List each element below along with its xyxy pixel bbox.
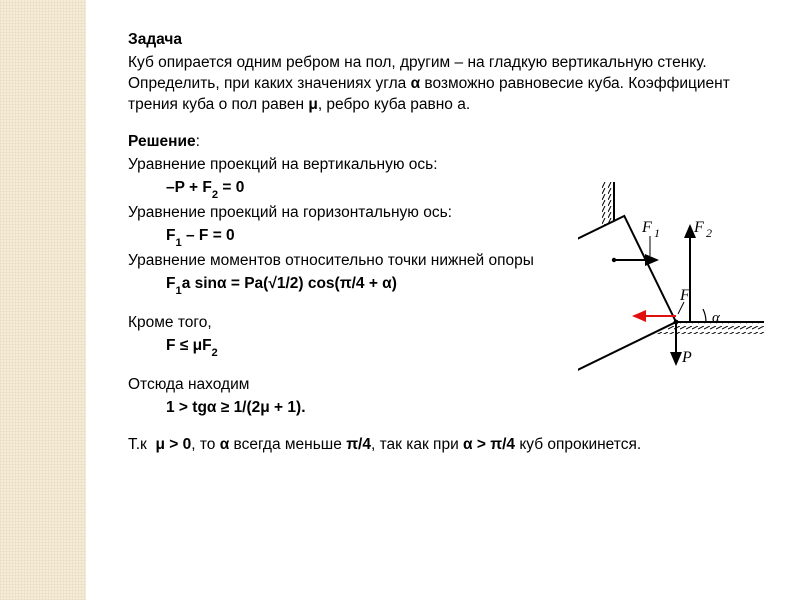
p-label: P⃗ (681, 349, 704, 366)
svg-text:2: 2 (706, 226, 712, 240)
problem-title: Задача (128, 30, 758, 51)
f1-label: F⃗ (641, 219, 664, 236)
content-area: Задача Куб опирается одним ребром на пол… (128, 30, 758, 456)
f2-label: F⃗ (693, 219, 716, 236)
eq-result: 1 > tgα ≥ 1/(2μ + 1). (128, 398, 758, 419)
hence-text: Отсюда находим (128, 375, 758, 396)
problem-text: Куб опирается одним ребром на пол, други… (128, 53, 758, 116)
slide-page: Задача Куб опирается одним ребром на пол… (86, 0, 800, 600)
alpha-label: α (712, 310, 721, 326)
physics-diagram: α F⃗ 1 F⃗ F⃗ 2 P⃗ (578, 176, 768, 376)
conclusion-text: Т.к μ > 0, то α всегда меньше π/4, так к… (128, 435, 758, 456)
vert-proj-text: Уравнение проекций на вертикальную ось: (128, 155, 758, 176)
solution-label: Решение: (128, 132, 758, 153)
svg-text:1: 1 (654, 226, 660, 240)
